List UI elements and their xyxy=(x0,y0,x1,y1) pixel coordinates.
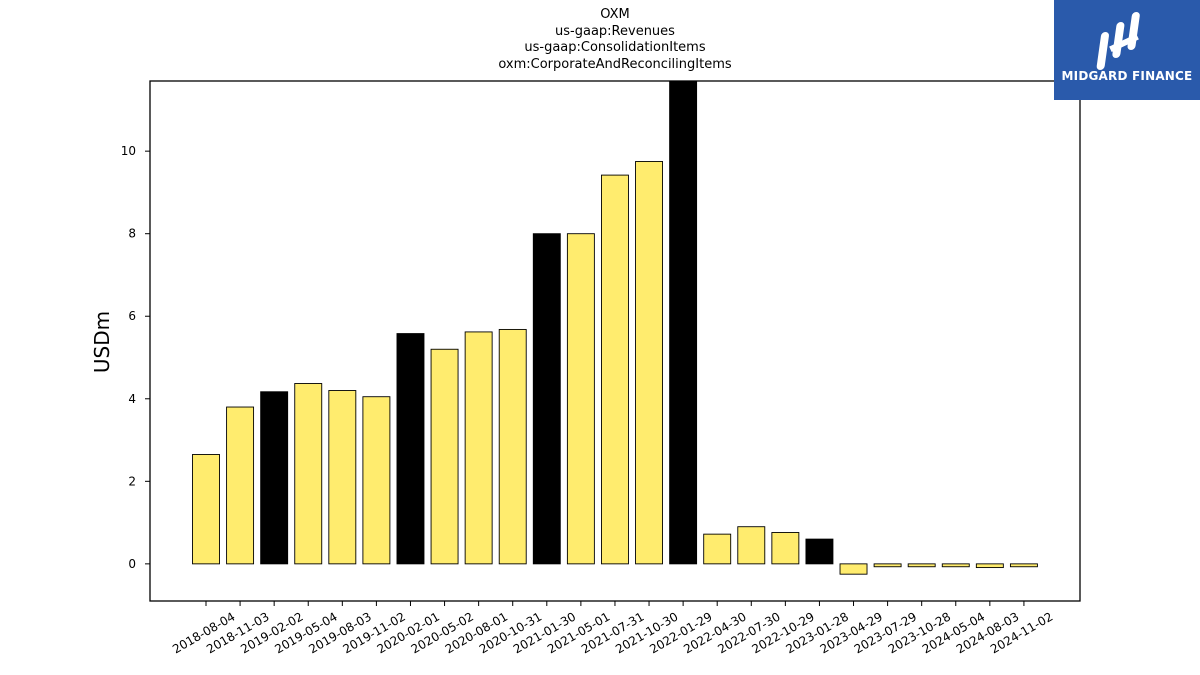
bar-2019-05-04 xyxy=(294,383,323,565)
chart-title-line-1: OXM xyxy=(600,7,630,22)
bar-2019-11-02 xyxy=(362,396,391,565)
y-axis-ticks: 0 2 4 6 8 10 xyxy=(121,144,150,571)
bar-2023-10-28 xyxy=(907,563,936,568)
bar-2019-02-02 xyxy=(260,391,289,565)
bar-2022-04-30 xyxy=(703,533,732,565)
bar-2020-02-01 xyxy=(396,333,425,565)
bar-2020-10-31 xyxy=(498,328,527,565)
bar-2023-04-29 xyxy=(839,563,868,575)
chart-title-line-4: oxm:CorporateAndReconcilingItems xyxy=(498,57,732,72)
y-tick-label: 10 xyxy=(121,144,136,158)
bar-2023-07-29 xyxy=(873,563,902,568)
y-tick-label: 8 xyxy=(128,227,136,241)
y-tick-label: 2 xyxy=(128,474,136,488)
y-tick-label: 4 xyxy=(128,392,136,406)
bar-2024-11-02 xyxy=(1009,563,1038,568)
bar-2022-10-29 xyxy=(771,532,800,565)
bar-2018-08-04 xyxy=(192,454,220,565)
bar-2021-05-01 xyxy=(566,233,595,565)
y-tick-label: 0 xyxy=(128,557,136,571)
bar-2021-10-30 xyxy=(635,161,663,565)
bar-2020-08-01 xyxy=(464,331,493,565)
logo-text: MIDGARD FINANCE xyxy=(1061,69,1193,83)
midgard-finance-logo: MIDGARD FINANCE xyxy=(1054,0,1200,100)
bar-2021-01-30 xyxy=(532,233,561,565)
bar-2024-08-03 xyxy=(975,563,1004,569)
bar-2023-01-28 xyxy=(805,538,834,565)
y-axis-label: USDm xyxy=(90,311,114,373)
y-tick-label: 6 xyxy=(128,309,136,323)
bars xyxy=(192,80,1038,575)
bar-2024-05-04 xyxy=(941,563,970,568)
bar-2020-05-02 xyxy=(430,348,459,565)
midgard-logo-icon xyxy=(1096,12,1140,70)
plot-frame xyxy=(149,80,1081,602)
bar-2022-07-30 xyxy=(737,526,766,565)
x-axis-ticks: 2018-08-042018-11-032019-02-022019-05-04… xyxy=(170,601,1055,656)
bar-2019-08-03 xyxy=(328,390,357,565)
bar-2021-07-31 xyxy=(601,174,629,565)
chart-title-line-3: us-gaap:ConsolidationItems xyxy=(524,40,706,55)
bar-2018-11-03 xyxy=(226,406,255,565)
bar-2022-01-29 xyxy=(669,80,698,565)
chart-title-line-2: us-gaap:Revenues xyxy=(555,24,675,39)
